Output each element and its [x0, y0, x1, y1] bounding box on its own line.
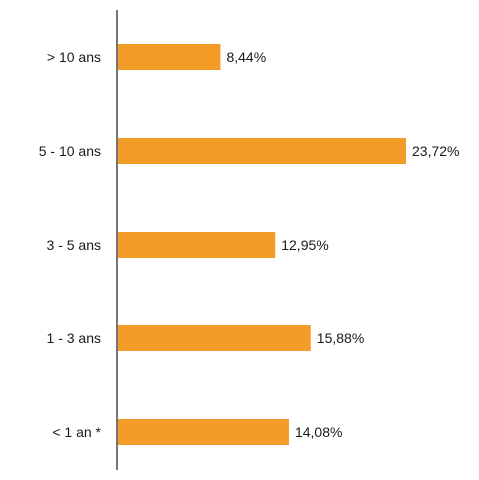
- value-label-0: 8,44%: [226, 49, 266, 65]
- bar-2: [118, 232, 276, 258]
- category-labels: > 10 ans 5 - 10 ans 3 - 5 ans 1 - 3 ans < 1 …: [39, 49, 102, 440]
- value-label-3: 15,88%: [317, 330, 364, 346]
- bar-1: [118, 138, 406, 164]
- category-label-0: > 10 ans: [47, 49, 101, 65]
- bar-0: [118, 44, 221, 70]
- bar-4: [118, 419, 289, 445]
- bar-3: [118, 325, 311, 351]
- bars-layer: [118, 44, 406, 445]
- value-label-1: 23,72%: [412, 143, 459, 159]
- category-label-4: < 1 an *: [52, 424, 101, 440]
- category-label-1: 5 - 10 ans: [39, 143, 101, 159]
- category-label-3: 1 - 3 ans: [47, 330, 101, 346]
- category-label-2: 3 - 5 ans: [47, 237, 101, 253]
- value-labels: 8,44% 23,72% 12,95% 15,88% 14,08%: [226, 49, 459, 440]
- value-label-4: 14,08%: [295, 424, 342, 440]
- value-label-2: 12,95%: [281, 237, 328, 253]
